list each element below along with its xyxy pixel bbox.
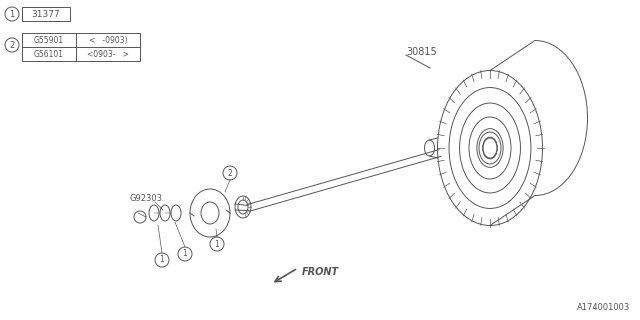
Text: FRONT: FRONT bbox=[302, 267, 339, 277]
Text: <0903-   >: <0903- > bbox=[87, 50, 129, 59]
Text: 31377: 31377 bbox=[31, 10, 60, 19]
Text: G56101: G56101 bbox=[34, 50, 64, 59]
Text: 30815: 30815 bbox=[406, 47, 436, 57]
Text: 2: 2 bbox=[10, 41, 15, 50]
Text: <   -0903): < -0903) bbox=[89, 36, 127, 45]
Text: 1: 1 bbox=[10, 10, 15, 19]
Text: A174001003: A174001003 bbox=[577, 303, 630, 312]
Text: 1: 1 bbox=[214, 239, 220, 249]
Text: 1: 1 bbox=[182, 250, 188, 259]
Text: G92303: G92303 bbox=[130, 194, 163, 203]
Text: 1: 1 bbox=[159, 255, 164, 265]
Bar bbox=[22, 33, 140, 61]
Bar bbox=[22, 7, 70, 21]
Text: G55901: G55901 bbox=[34, 36, 64, 45]
Text: 2: 2 bbox=[228, 169, 232, 178]
